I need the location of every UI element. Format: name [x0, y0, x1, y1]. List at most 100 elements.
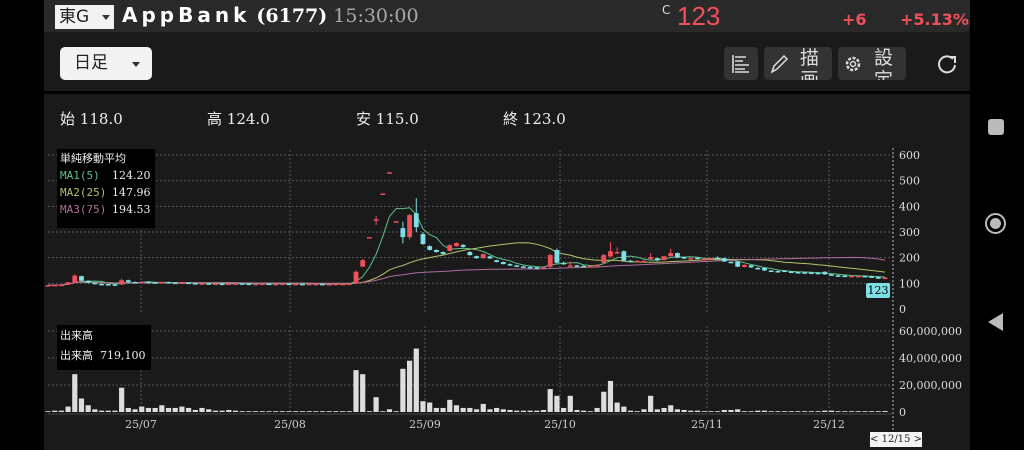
candle-body — [146, 281, 151, 284]
volume-bar — [520, 410, 527, 412]
volume-bar — [828, 410, 835, 412]
divider — [44, 91, 970, 94]
close-value: 終 123.0 — [503, 110, 566, 128]
volume-bar — [273, 411, 279, 412]
volume-bar — [447, 399, 453, 412]
candle-body — [72, 275, 78, 283]
candle-body — [735, 261, 741, 267]
candle-body — [45, 285, 51, 287]
month-label: 25/09 — [409, 418, 441, 431]
candle-body — [567, 265, 573, 267]
volume-bar — [72, 374, 78, 412]
volume-bar — [735, 409, 741, 412]
volume-bar — [601, 391, 607, 412]
volume-bar — [52, 410, 58, 412]
indicator-list-button[interactable] — [724, 47, 758, 80]
price-tick-label: 500 — [899, 175, 920, 188]
candle-body — [233, 283, 238, 285]
ma1-entry: MA1(5) 124.20 — [60, 169, 151, 182]
volume-bar — [688, 410, 694, 412]
volume-bar — [869, 411, 875, 412]
volume-bar — [487, 409, 493, 412]
volume-bar — [755, 410, 761, 412]
settings-button[interactable]: 設定 — [838, 47, 906, 80]
candle-body — [259, 283, 265, 286]
back-icon[interactable] — [988, 313, 1003, 331]
volume-bar — [701, 411, 707, 412]
candle-body — [447, 245, 453, 251]
candle-body — [467, 252, 473, 256]
volume-bar — [681, 409, 687, 412]
candle-body — [85, 280, 91, 283]
volume-bar — [654, 409, 660, 412]
price-change: +6 — [842, 10, 867, 29]
settings-label: 設定 — [874, 47, 894, 80]
market-dropdown[interactable]: 東G — [55, 5, 114, 29]
ma-legend-title: 単純移動平均 — [60, 152, 126, 165]
volume-bar — [313, 411, 319, 412]
candle-body — [668, 253, 674, 257]
candle-body — [782, 270, 787, 272]
volume-bar — [661, 407, 667, 412]
volume-bar — [795, 411, 801, 412]
volume-bar — [125, 407, 131, 412]
candle-body — [708, 258, 714, 260]
refresh-icon[interactable] — [934, 51, 960, 77]
candle-body — [460, 244, 466, 247]
candle-body — [320, 283, 325, 286]
candle-body — [179, 282, 185, 285]
volume-bar — [186, 407, 192, 412]
volume-bar — [98, 410, 105, 412]
candle-body — [246, 283, 252, 286]
candle-body — [65, 282, 71, 285]
volume-bar — [266, 411, 272, 412]
candle-body — [132, 282, 138, 284]
volume-bar — [427, 402, 433, 412]
draw-label: 描画 — [800, 47, 820, 80]
candle-body — [387, 172, 392, 174]
volume-bar — [380, 411, 386, 412]
volume-bar — [232, 410, 239, 412]
candle-body — [112, 284, 118, 286]
period-label: 日足 — [74, 53, 108, 73]
volume-bar — [440, 407, 446, 412]
volume-bar — [514, 410, 520, 412]
candle-body — [842, 275, 848, 278]
volume-bar — [668, 405, 674, 412]
period-select[interactable]: 日足 — [60, 47, 152, 80]
volume-bar — [768, 411, 774, 412]
candle-body — [728, 261, 734, 264]
cursor-date-label[interactable]: < 12/15 > — [870, 432, 922, 447]
recent-apps-icon[interactable] — [988, 119, 1004, 135]
volume-bar — [58, 410, 64, 412]
ma2-entry: MA2(25) 147.96 — [60, 186, 151, 199]
volume-entry: 出来高 719,100 — [60, 349, 146, 362]
volume-bar — [627, 410, 634, 412]
home-icon[interactable] — [985, 213, 1006, 234]
draw-button[interactable]: 描画 — [764, 47, 832, 80]
candle-body — [213, 283, 218, 286]
candle-body — [380, 193, 386, 195]
volume-bar — [567, 395, 573, 412]
volume-bar — [85, 405, 91, 412]
candle-body — [400, 228, 406, 238]
candle-body — [159, 282, 165, 284]
candle-body — [701, 258, 707, 261]
chevron-down-icon — [132, 62, 140, 67]
volume-bar — [855, 411, 861, 412]
volume-bar — [788, 411, 794, 412]
volume-bar — [212, 410, 218, 412]
price-prefix: C — [662, 3, 671, 17]
price-tick-label: 0 — [899, 303, 906, 316]
volume-bar — [715, 411, 721, 412]
volume-bar — [641, 409, 647, 412]
candle-body — [58, 284, 64, 287]
volume-bar — [373, 397, 379, 412]
volume-bar — [741, 411, 747, 412]
month-label: 25/08 — [274, 418, 306, 431]
volume-bar — [346, 411, 352, 412]
candle-body — [661, 256, 667, 260]
candle-body — [152, 282, 158, 284]
candle-body — [681, 257, 687, 259]
